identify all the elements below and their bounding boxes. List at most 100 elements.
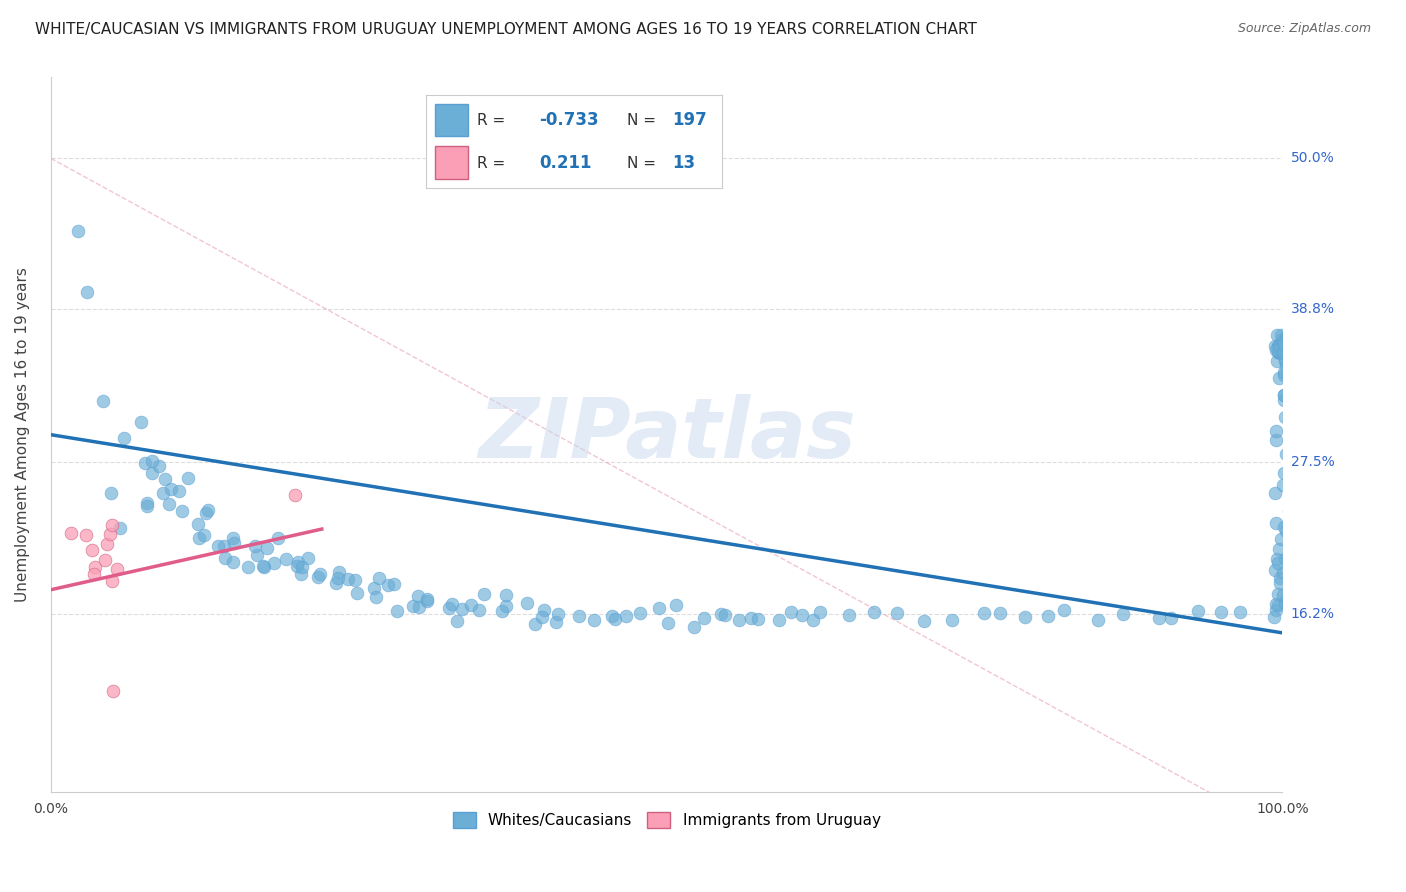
Point bbox=[1267, 343, 1289, 357]
Point bbox=[792, 607, 814, 622]
Point bbox=[328, 565, 350, 579]
Point bbox=[263, 556, 285, 570]
Point bbox=[105, 562, 128, 576]
Point bbox=[112, 431, 135, 445]
Point bbox=[1274, 359, 1296, 373]
Point bbox=[212, 539, 235, 553]
Point bbox=[583, 613, 606, 627]
Point bbox=[1263, 609, 1285, 624]
Point bbox=[446, 614, 468, 628]
Point bbox=[547, 607, 569, 622]
Point bbox=[141, 454, 163, 468]
Point bbox=[346, 586, 368, 600]
Point bbox=[1274, 335, 1296, 350]
Point bbox=[1267, 344, 1289, 359]
Point bbox=[101, 574, 124, 588]
Point bbox=[1274, 354, 1296, 368]
Point bbox=[253, 559, 276, 574]
Point bbox=[1264, 424, 1286, 438]
Point bbox=[285, 559, 308, 574]
Point bbox=[193, 528, 215, 542]
Point bbox=[416, 594, 439, 608]
Point bbox=[1265, 516, 1288, 530]
Point bbox=[472, 587, 495, 601]
Point bbox=[1052, 603, 1074, 617]
Point bbox=[1279, 547, 1302, 561]
Point bbox=[326, 571, 349, 585]
Point bbox=[1265, 328, 1288, 343]
Point bbox=[713, 608, 735, 623]
Text: 38.8%: 38.8% bbox=[1291, 302, 1334, 317]
Text: 16.2%: 16.2% bbox=[1291, 607, 1334, 621]
Point bbox=[406, 590, 429, 604]
Point bbox=[1275, 337, 1298, 351]
Point bbox=[297, 551, 319, 566]
Point bbox=[1274, 552, 1296, 566]
Point bbox=[495, 589, 517, 603]
Point bbox=[1274, 410, 1296, 425]
Point bbox=[546, 615, 568, 629]
Point bbox=[1272, 340, 1295, 354]
Point bbox=[657, 616, 679, 631]
Point bbox=[1271, 565, 1294, 579]
Point bbox=[224, 536, 246, 550]
Point bbox=[628, 606, 651, 620]
Point bbox=[808, 605, 831, 619]
Point bbox=[467, 603, 489, 617]
Point bbox=[148, 458, 170, 473]
Point bbox=[614, 609, 637, 624]
Point bbox=[290, 566, 312, 581]
Point bbox=[377, 578, 399, 592]
Point bbox=[768, 613, 790, 627]
Point bbox=[1272, 392, 1295, 407]
Point bbox=[256, 541, 278, 555]
Point bbox=[416, 592, 439, 607]
Point bbox=[274, 552, 297, 566]
Point bbox=[1275, 337, 1298, 351]
Text: ZIPatlas: ZIPatlas bbox=[478, 394, 856, 475]
Point bbox=[246, 548, 269, 562]
Point bbox=[1111, 607, 1133, 621]
Point bbox=[344, 573, 367, 587]
Point bbox=[1270, 533, 1292, 547]
Point bbox=[665, 598, 688, 612]
Text: 27.5%: 27.5% bbox=[1291, 455, 1334, 468]
Point bbox=[207, 539, 229, 553]
Point bbox=[1267, 541, 1289, 556]
Point bbox=[100, 486, 122, 500]
Point bbox=[495, 599, 517, 613]
Point bbox=[1274, 596, 1296, 610]
Point bbox=[368, 571, 391, 585]
Point bbox=[1275, 447, 1298, 461]
Point bbox=[437, 601, 460, 615]
Point bbox=[66, 223, 89, 237]
Point bbox=[243, 539, 266, 553]
Point bbox=[170, 503, 193, 517]
Point bbox=[740, 611, 762, 625]
Point bbox=[252, 559, 274, 574]
Point bbox=[1147, 611, 1170, 625]
Text: Source: ZipAtlas.com: Source: ZipAtlas.com bbox=[1237, 22, 1371, 36]
Point bbox=[1274, 344, 1296, 359]
Point bbox=[101, 684, 124, 698]
Point bbox=[1275, 330, 1298, 344]
Point bbox=[267, 531, 290, 545]
Point bbox=[291, 560, 314, 574]
Point bbox=[1274, 332, 1296, 346]
Point bbox=[1270, 328, 1292, 343]
Point bbox=[160, 482, 183, 496]
Point bbox=[1264, 563, 1286, 577]
Point bbox=[221, 532, 243, 546]
Point bbox=[886, 607, 908, 621]
Point bbox=[1267, 340, 1289, 354]
Point bbox=[141, 467, 163, 481]
Point bbox=[308, 566, 330, 581]
Point bbox=[155, 472, 177, 486]
Point bbox=[1267, 598, 1289, 612]
Point bbox=[1271, 588, 1294, 602]
Point bbox=[177, 471, 200, 485]
Point bbox=[1272, 337, 1295, 351]
Point bbox=[914, 614, 936, 628]
Point bbox=[648, 601, 671, 615]
Point bbox=[382, 577, 405, 591]
